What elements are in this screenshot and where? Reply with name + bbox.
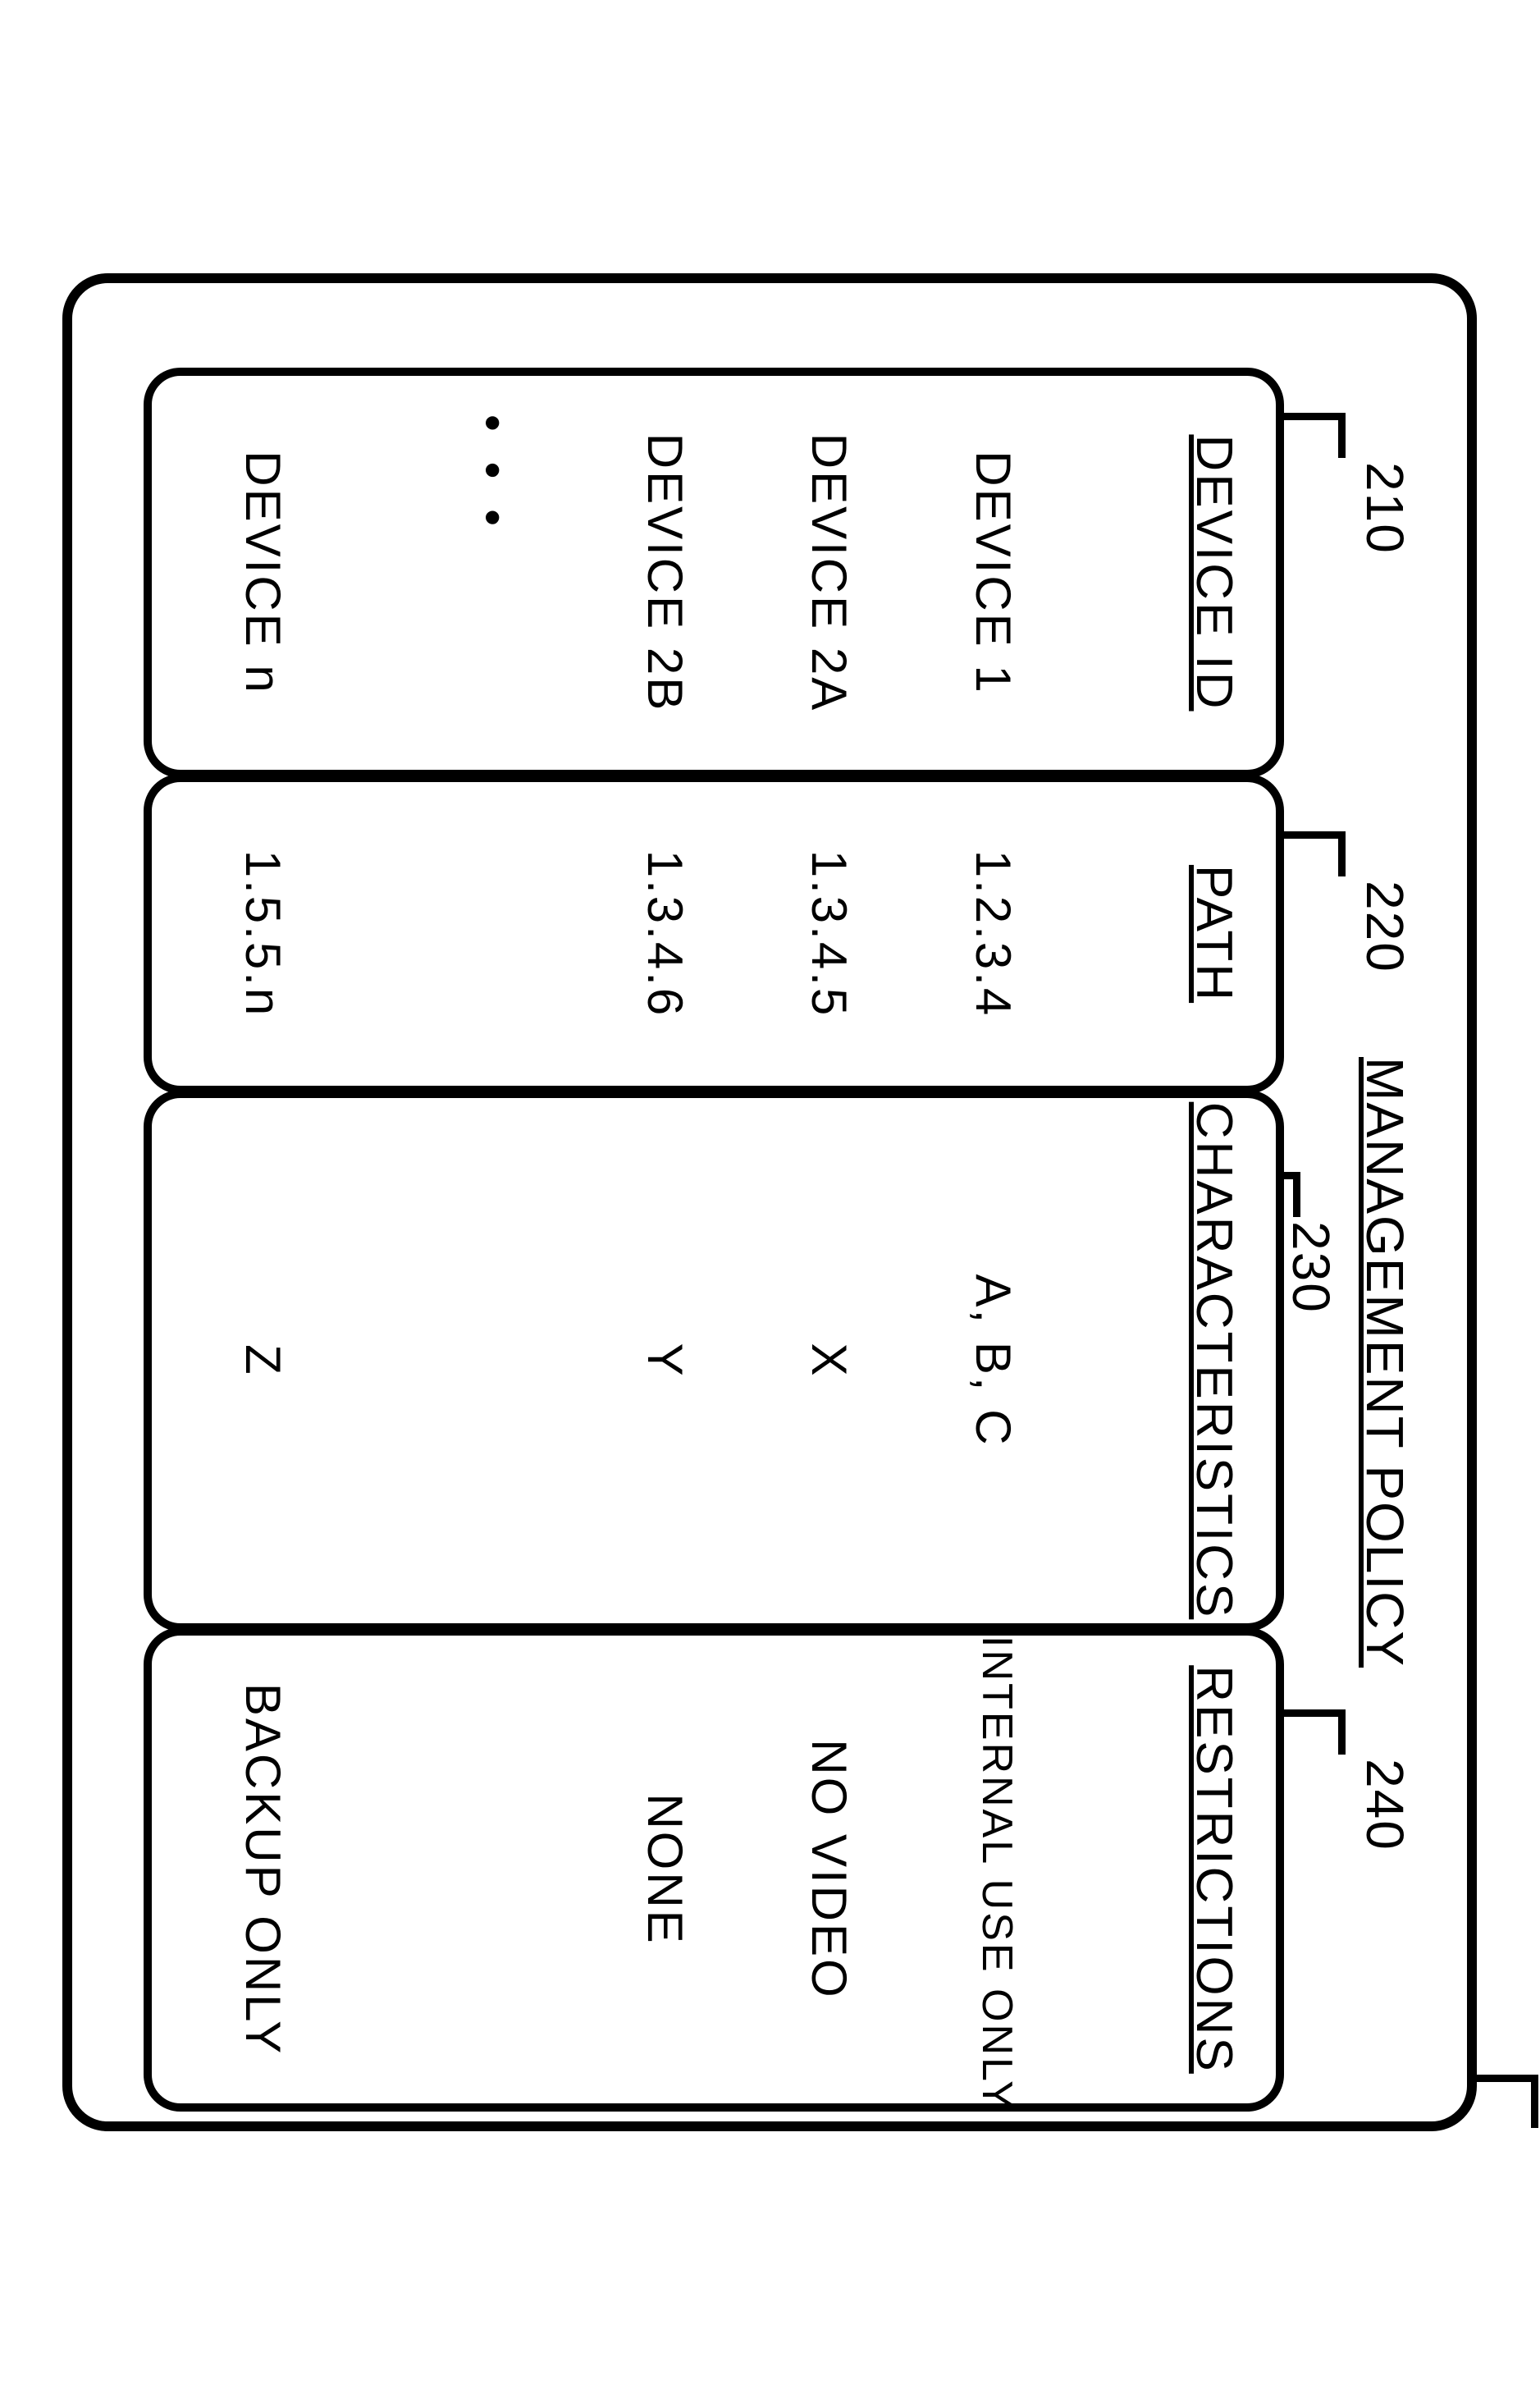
col1-r2: DEVICE 2A [801,376,857,770]
col4-r2: NO VIDEO [801,1636,857,2103]
col1-r1: DEVICE 1 [965,376,1021,770]
leader-240-v [1276,1709,1346,1717]
leader-220-v [1276,831,1346,839]
col3-header: CHARACTERISTICS [1185,1098,1243,1623]
ref-240: 240 [1355,1759,1415,1851]
leader-200-h [1531,2079,1538,2128]
col1-r3: DEVICE 2B [637,376,693,770]
policy-title: MANAGEMENT POLICY [1355,1057,1415,1668]
col3-r2: X [801,1098,857,1623]
col4-r3: NONE [637,1636,693,2103]
col2-r3: 1.3.4.6 [637,782,693,1086]
col1-dots: • • • [464,277,521,671]
col-device-id: DEVICE ID DEVICE 1 DEVICE 2A DEVICE 2B •… [144,368,1284,778]
col4-header: RESTRICTIONS [1185,1636,1243,2103]
rotated-content: FIG. 2 200 MANAGEMENT POLICY 210 220 230… [0,433,1540,1974]
leader-220-h [1338,835,1346,876]
leader-240-h [1338,1714,1346,1755]
leader-230-h [1293,1176,1300,1217]
col1-rN: DEVICE n [235,376,291,770]
col3-r1: A, B, C [965,1098,1021,1623]
diagram-canvas: FIG. 2 200 MANAGEMENT POLICY 210 220 230… [0,0,1540,2407]
col-restrictions: RESTRICTIONS INTERNAL USE ONLY NO VIDEO … [144,1627,1284,2112]
col3-rN: Z [235,1098,291,1623]
col2-rN: 1.5.5.n [235,782,291,1086]
col2-r1: 1.2.3.4 [965,782,1021,1086]
col2-r2: 1.3.4.5 [801,782,857,1086]
leader-210-v [1276,413,1346,420]
col3-r3: Y [637,1098,693,1623]
col2-header: PATH [1185,782,1243,1086]
col1-header: DEVICE ID [1185,376,1243,770]
leader-210-h [1338,417,1346,458]
figure-label: FIG. 2 [1532,126,1540,360]
ref-210: 210 [1355,462,1415,555]
col-characteristics: CHARACTERISTICS A, B, C X Y Z [144,1090,1284,1631]
col-path: PATH 1.2.3.4 1.3.4.5 1.3.4.6 1.5.5.n [144,774,1284,1094]
col4-rN: BACKUP ONLY [235,1636,291,2103]
col4-r1: INTERNAL USE ONLY [972,1636,1021,2103]
ref-230: 230 [1281,1221,1341,1314]
ref-220: 220 [1355,881,1415,973]
